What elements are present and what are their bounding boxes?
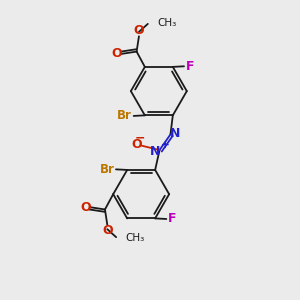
Text: O: O bbox=[131, 138, 142, 151]
Text: F: F bbox=[185, 60, 194, 73]
Text: N: N bbox=[170, 127, 180, 140]
Text: O: O bbox=[80, 201, 91, 214]
Text: O: O bbox=[134, 25, 144, 38]
Text: F: F bbox=[168, 212, 176, 226]
Text: O: O bbox=[102, 224, 112, 237]
Text: Br: Br bbox=[117, 110, 132, 122]
Text: O: O bbox=[112, 47, 122, 60]
Text: +: + bbox=[161, 140, 170, 150]
Text: Br: Br bbox=[100, 163, 115, 176]
Text: −: − bbox=[135, 132, 145, 145]
Text: N: N bbox=[150, 145, 161, 158]
Text: CH₃: CH₃ bbox=[157, 18, 176, 28]
Text: CH₃: CH₃ bbox=[126, 233, 145, 243]
